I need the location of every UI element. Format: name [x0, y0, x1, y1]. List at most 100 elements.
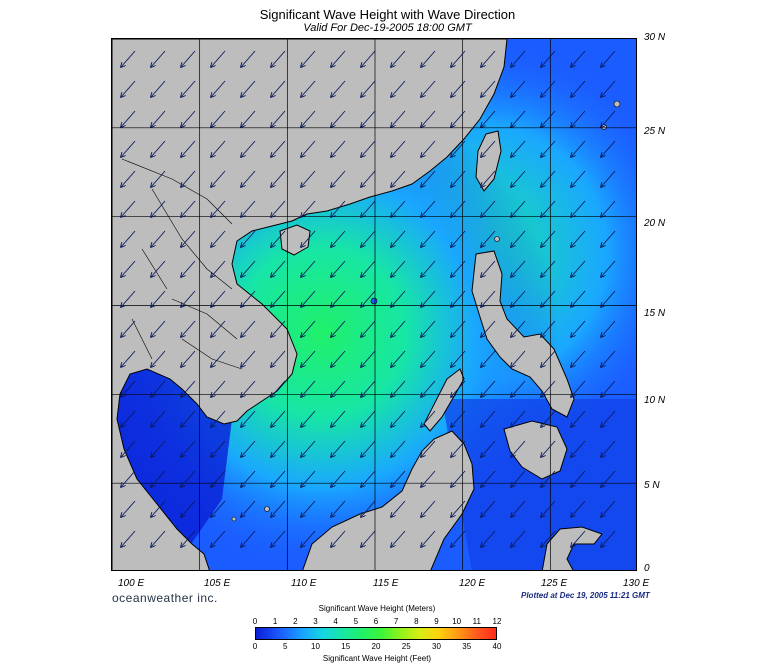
wave-direction-arrow	[181, 260, 196, 277]
wave-direction-arrow	[511, 440, 526, 457]
wave-direction-arrow	[421, 290, 436, 307]
wave-direction-arrow	[481, 320, 496, 337]
wave-direction-arrow	[421, 440, 436, 457]
wave-direction-arrow	[451, 410, 466, 427]
wave-direction-arrow	[331, 200, 346, 217]
wave-direction-arrow	[541, 470, 556, 487]
wave-direction-arrow	[481, 140, 496, 157]
wave-direction-arrow	[541, 80, 556, 97]
wave-direction-arrow	[151, 140, 166, 157]
wave-direction-arrow	[121, 50, 136, 67]
wave-direction-arrow	[391, 200, 406, 217]
wave-direction-arrow	[481, 350, 496, 367]
map-subtitle: Valid For Dec-19-2005 18:00 GMT	[303, 22, 472, 34]
wave-direction-arrow	[541, 260, 556, 277]
wave-direction-arrow	[451, 530, 466, 547]
wave-direction-arrow	[571, 140, 586, 157]
wave-direction-arrow	[481, 230, 496, 247]
wave-direction-arrow	[331, 260, 346, 277]
wave-direction-arrow	[271, 170, 286, 187]
wave-direction-arrow	[331, 410, 346, 427]
wave-direction-arrow	[541, 320, 556, 337]
wave-direction-arrow	[511, 470, 526, 487]
wave-direction-arrow	[271, 470, 286, 487]
wave-direction-arrow	[151, 110, 166, 127]
wave-direction-arrow	[241, 350, 256, 367]
wave-direction-arrow	[571, 50, 586, 67]
wave-direction-arrow	[211, 470, 226, 487]
wave-direction-arrow	[601, 80, 616, 97]
lat-lon-grid	[112, 39, 636, 570]
wave-direction-arrow	[481, 260, 496, 277]
wave-direction-arrow	[541, 530, 556, 547]
wave-direction-arrow	[391, 290, 406, 307]
wave-direction-arrow	[331, 500, 346, 517]
wave-direction-arrow	[241, 530, 256, 547]
lon-label-100e: 100 E	[118, 578, 145, 589]
wave-direction-arrow	[421, 320, 436, 337]
wave-direction-arrow	[571, 350, 586, 367]
wave-direction-arrow	[271, 350, 286, 367]
colorbar-tick-label: 25	[401, 642, 411, 651]
wave-direction-arrow	[331, 50, 346, 67]
wave-direction-arrow	[271, 200, 286, 217]
wave-direction-arrow	[211, 380, 226, 397]
wave-direction-arrow	[451, 500, 466, 517]
wave-direction-arrow	[181, 200, 196, 217]
wave-direction-arrow	[571, 440, 586, 457]
wave-direction-arrow	[151, 410, 166, 427]
colorbar-tick-label: 8	[414, 617, 419, 626]
wave-direction-arrow	[241, 200, 256, 217]
wave-direction-arrow	[601, 140, 616, 157]
wave-direction-arrow	[151, 380, 166, 397]
wave-direction-arrow	[421, 350, 436, 367]
wave-direction-arrow	[241, 290, 256, 307]
wave-direction-arrow	[541, 290, 556, 307]
wave-height-map	[111, 38, 637, 571]
wave-direction-arrow	[571, 110, 586, 127]
wave-direction-arrow	[511, 230, 526, 247]
wave-direction-arrow	[391, 80, 406, 97]
wave-direction-arrow	[571, 380, 586, 397]
land-island	[231, 516, 237, 522]
wave-direction-arrow	[511, 380, 526, 397]
wave-direction-arrow	[361, 380, 376, 397]
wave-direction-arrow	[601, 470, 616, 487]
wave-direction-arrow	[301, 320, 316, 337]
wave-direction-arrow	[241, 140, 256, 157]
wave-direction-arrow	[151, 170, 166, 187]
wave-direction-arrow	[541, 500, 556, 517]
wave-direction-arrow	[181, 110, 196, 127]
wave-direction-arrow	[421, 500, 436, 517]
wave-direction-arrow	[481, 110, 496, 127]
wave-direction-arrow	[301, 110, 316, 127]
wave-direction-arrow	[421, 230, 436, 247]
wave-direction-arrow	[601, 500, 616, 517]
wave-direction-arrow	[451, 80, 466, 97]
wave-direction-arrow	[331, 110, 346, 127]
wave-direction-arrow	[361, 470, 376, 487]
colorbar-tick-label: 30	[432, 642, 441, 651]
wave-direction-arrow	[541, 110, 556, 127]
land-taiwan	[475, 130, 502, 192]
wave-direction-arrow	[481, 50, 496, 67]
wave-direction-arrow	[361, 260, 376, 277]
wave-direction-arrow	[511, 50, 526, 67]
wave-direction-arrow	[571, 290, 586, 307]
wave-direction-arrow	[121, 470, 136, 487]
wave-direction-arrow	[481, 500, 496, 517]
wave-direction-arrow	[301, 350, 316, 367]
wave-direction-arrow	[181, 50, 196, 67]
colorbar-tick-label: 20	[371, 642, 381, 651]
wave-direction-arrow	[571, 530, 586, 547]
wave-direction-arrow	[361, 320, 376, 337]
wave-direction-arrow	[391, 470, 406, 487]
wave-direction-arrow	[511, 260, 526, 277]
lat-label-15n: 15 N	[644, 308, 666, 319]
wave-direction-arrow	[451, 350, 466, 367]
wave-direction-arrow	[361, 290, 376, 307]
wave-direction-arrow	[151, 500, 166, 517]
wave-direction-arrow	[271, 440, 286, 457]
wave-direction-arrow	[391, 410, 406, 427]
colorbar-title-meters: Significant Wave Height (Meters)	[318, 604, 436, 613]
